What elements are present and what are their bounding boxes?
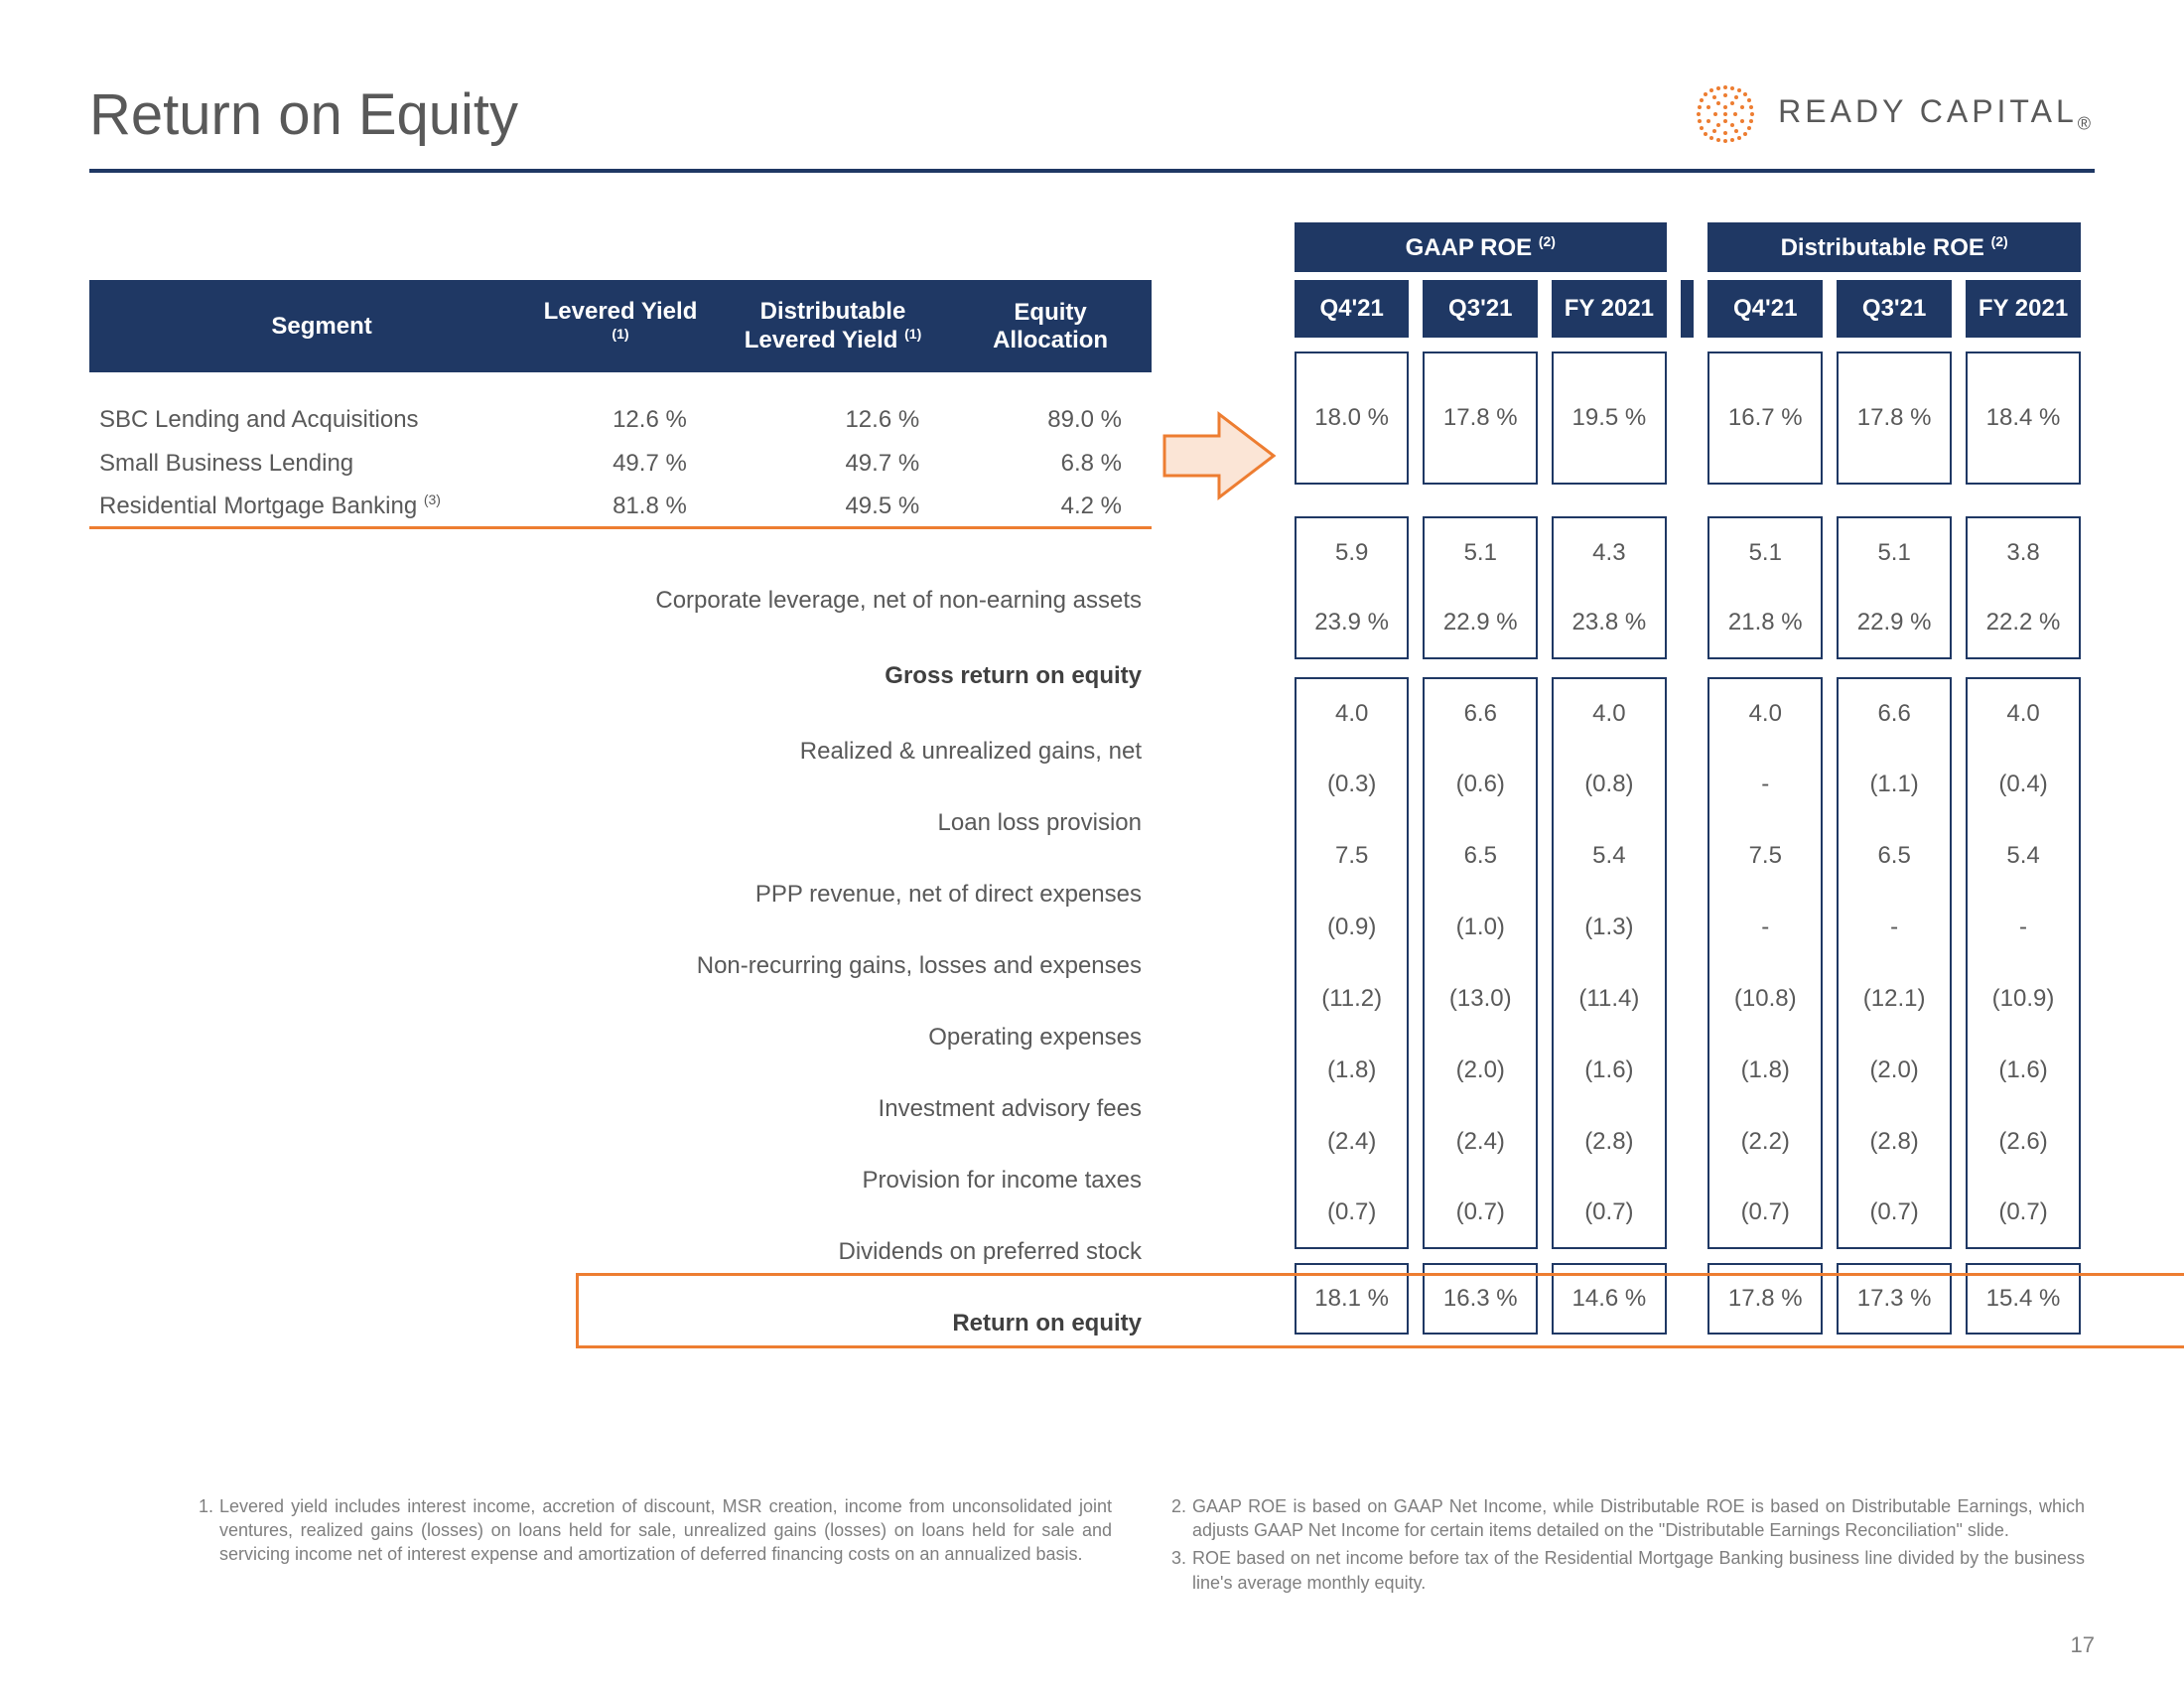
table-row: 18.1 %16.3 %14.6 %17.8 %17.3 %15.4 % <box>1295 1263 2081 1335</box>
table-row: (0.3)(0.6)(0.8)-(1.1)(0.4) <box>1295 749 2081 820</box>
table-row: Gross return on equity <box>89 636 1152 716</box>
table-row: Residential Mortgage Banking (3)81.8 %49… <box>89 486 1152 529</box>
table-row: Non-recurring gains, losses and expenses <box>89 930 1152 1002</box>
col-eq-alloc: Equity Allocation <box>949 280 1152 372</box>
table-row: Corporate leverage, net of non-earning a… <box>89 565 1152 636</box>
footnote-1: 1.Levered yield includes interest income… <box>199 1494 1112 1567</box>
col-period: FY 2021 <box>1966 280 2081 338</box>
col-period: Q4'21 <box>1707 280 1823 338</box>
col-period: Q3'21 <box>1837 280 1952 338</box>
table-row: Return on equity <box>89 1288 1152 1359</box>
table-row: SBC Lending and Acquisitions12.6 %12.6 %… <box>89 398 1152 442</box>
col-period: FY 2021 <box>1552 280 1666 338</box>
table-row: 5.95.14.35.15.13.8 <box>1295 516 2081 588</box>
page-title: Return on Equity <box>89 81 518 148</box>
table-row: Small Business Lending49.7 %49.7 %6.8 % <box>89 442 1152 486</box>
page-number: 17 <box>2071 1632 2095 1658</box>
divider <box>89 169 2095 173</box>
table-row: 18.0 %17.8 %19.5 %16.7 %17.8 %18.4 % <box>1295 352 2081 485</box>
table-row: (1.8)(2.0)(1.6)(1.8)(2.0)(1.6) <box>1295 1035 2081 1106</box>
table-row: 4.06.64.04.06.64.0 <box>1295 677 2081 749</box>
table-row: Loan loss provision <box>89 787 1152 859</box>
table-header-row: Segment Levered Yield (1) Distributable … <box>89 280 1152 372</box>
table-row: PPP revenue, net of direct expenses <box>89 859 1152 930</box>
col-period: Q4'21 <box>1295 280 1409 338</box>
col-period: Q3'21 <box>1423 280 1538 338</box>
footnote-2: 2.GAAP ROE is based on GAAP Net Income, … <box>1171 1494 2085 1543</box>
logo-icon <box>1691 79 1760 149</box>
arrow-icon <box>1160 406 1279 505</box>
footnote-3: 3.ROE based on net income before tax of … <box>1171 1546 2085 1595</box>
col-segment: Segment <box>89 280 524 372</box>
table-row: 23.9 %22.9 %23.8 %21.8 %22.9 %22.2 % <box>1295 588 2081 659</box>
table-row: (0.7)(0.7)(0.7)(0.7)(0.7)(0.7) <box>1295 1178 2081 1249</box>
table-row: Dividends on preferred stock <box>89 1216 1152 1288</box>
table-row: 7.56.55.47.56.55.4 <box>1295 820 2081 892</box>
table-row: Operating expenses <box>89 1002 1152 1073</box>
table-row: (2.4)(2.4)(2.8)(2.2)(2.8)(2.6) <box>1295 1106 2081 1178</box>
col-dist-lev-yield: Distributable Levered Yield (1) <box>717 280 949 372</box>
company-logo: READY CAPITAL® <box>1691 79 2095 149</box>
table-row: Realized & unrealized gains, net <box>89 716 1152 787</box>
table-row: (0.9)(1.0)(1.3)--- <box>1295 892 2081 963</box>
col-lev-yield: Levered Yield (1) <box>524 280 717 372</box>
table-row: (11.2)(13.0)(11.4)(10.8)(12.1)(10.9) <box>1295 963 2081 1035</box>
table-row: Investment advisory fees <box>89 1073 1152 1145</box>
table-row: Provision for income taxes <box>89 1145 1152 1216</box>
logo-text: READY CAPITAL® <box>1778 93 2095 134</box>
